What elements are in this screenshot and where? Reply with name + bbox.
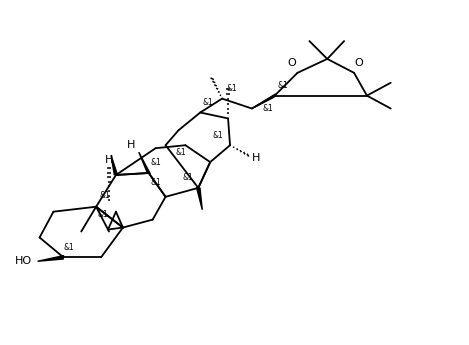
Text: H: H <box>127 140 135 150</box>
Polygon shape <box>197 188 202 210</box>
Text: &1: &1 <box>98 210 108 219</box>
Polygon shape <box>139 152 150 174</box>
Text: H: H <box>105 155 113 165</box>
Text: &1: &1 <box>227 84 237 93</box>
Text: O: O <box>287 58 296 68</box>
Text: &1: &1 <box>277 81 288 90</box>
Text: &1: &1 <box>64 243 75 252</box>
Text: &1: &1 <box>213 131 224 140</box>
Text: &1: &1 <box>262 104 273 113</box>
Polygon shape <box>111 155 118 175</box>
Text: &1: &1 <box>175 148 186 157</box>
Polygon shape <box>252 94 276 109</box>
Polygon shape <box>38 256 64 261</box>
Text: &1: &1 <box>150 178 161 187</box>
Text: H: H <box>252 153 260 163</box>
Text: &1: &1 <box>183 174 194 183</box>
Text: &1: &1 <box>203 98 213 107</box>
Text: &1: &1 <box>100 191 110 200</box>
Text: O: O <box>355 58 363 68</box>
Text: HO: HO <box>15 256 31 266</box>
Text: &1: &1 <box>150 158 161 167</box>
